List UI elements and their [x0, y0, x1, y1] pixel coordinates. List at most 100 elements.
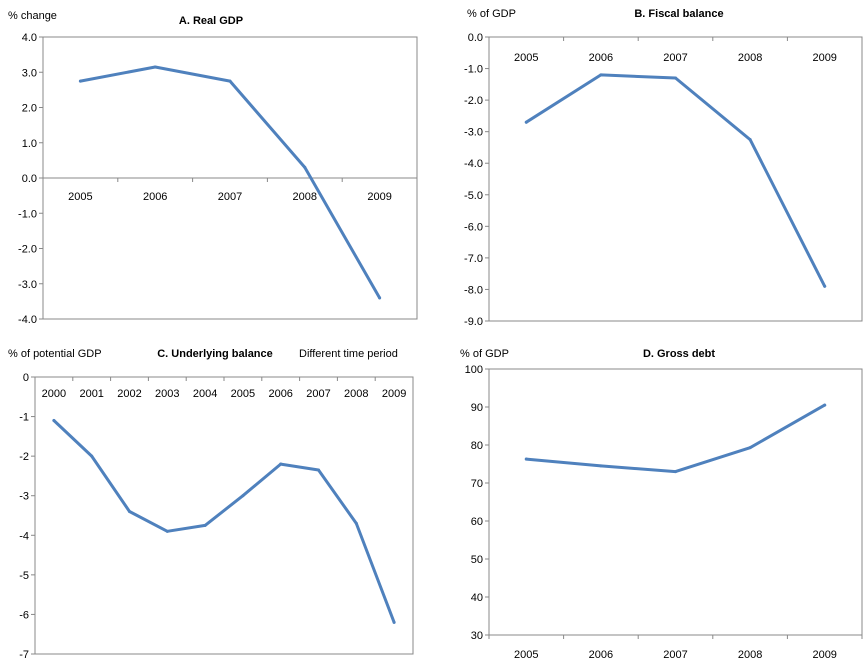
chart-note: Different time period — [299, 348, 398, 360]
data-point — [599, 464, 603, 468]
data-point — [279, 462, 283, 466]
x-tick-label: 2003 — [155, 388, 179, 400]
panel-gross-debt: % of GDP D. Gross debt 100 90 80 70 60 50 40 30… — [460, 348, 863, 661]
data-point — [303, 165, 307, 169]
y-tick-label: 2.0 — [22, 103, 37, 115]
y-unit-label: % of potential GDP — [8, 348, 102, 360]
data-point — [748, 446, 752, 450]
data-point — [674, 76, 677, 80]
data-point — [354, 521, 358, 525]
x-tick-label: 2005 — [231, 388, 255, 400]
series-line — [78, 65, 382, 300]
y-tick-label: 30 — [471, 630, 483, 642]
x-tick-label: 2008 — [738, 649, 762, 661]
y-tick-label: -4.0 — [18, 314, 37, 326]
data-point — [524, 457, 528, 461]
y-tick-label: -8.0 — [464, 284, 483, 296]
data-point — [128, 510, 131, 514]
y-tick-label: -1 — [19, 412, 29, 424]
x-tick-label: 2006 — [143, 191, 167, 203]
y-tick-label: -2.0 — [18, 244, 37, 256]
y-tick-label: -7.0 — [464, 253, 483, 265]
y-tick-label: -3 — [19, 491, 29, 503]
data-point — [203, 523, 207, 527]
y-tick-label: 80 — [471, 440, 483, 452]
data-point — [392, 620, 396, 624]
data-point — [153, 65, 157, 69]
x-tick-label: 2009 — [812, 52, 836, 64]
y-tick-label: 90 — [471, 402, 483, 414]
y-unit-label: % of GDP — [467, 8, 516, 20]
y-tick-label: -9.0 — [464, 316, 483, 328]
y-tick-label: 4.0 — [22, 32, 37, 44]
x-tick-label: 2002 — [117, 388, 141, 400]
data-point — [524, 120, 528, 124]
x-tick-label: 2008 — [344, 388, 368, 400]
y-tick-label: 0.0 — [468, 32, 483, 44]
plot-frame — [488, 368, 863, 636]
y-tick-label: -4 — [19, 530, 29, 542]
x-tick-label: 2007 — [663, 649, 687, 661]
x-tick-label: 2007 — [218, 191, 242, 203]
data-point — [823, 403, 827, 407]
y-tick-label: 0 — [23, 372, 29, 384]
series-line — [52, 419, 396, 624]
x-tick-label: 2007 — [663, 52, 687, 64]
x-tick-label: 2009 — [367, 191, 391, 203]
chart-title: C. Underlying balance — [157, 348, 273, 360]
data-point — [317, 468, 320, 472]
y-tick-label: 50 — [471, 554, 483, 566]
x-tick-label: 2006 — [589, 649, 613, 661]
x-tick-label: 2009 — [812, 649, 836, 661]
data-point — [599, 73, 603, 77]
y-tick-label: -4.0 — [464, 158, 483, 170]
y-tick-label: -2.0 — [464, 95, 483, 107]
data-point — [165, 529, 169, 533]
y-tick-label: -1.0 — [18, 208, 37, 220]
y-tick-label: 1.0 — [22, 138, 37, 150]
chart-title: A. Real GDP — [179, 15, 243, 27]
y-tick-label: -6.0 — [464, 221, 483, 233]
panel-underlying-balance: % of potential GDP C. Underlying balance… — [8, 348, 414, 661]
chart-title: D. Gross debt — [643, 348, 715, 360]
x-tick-label: 2004 — [193, 388, 217, 400]
y-unit-label: % change — [8, 10, 57, 22]
data-point — [52, 419, 56, 423]
panel-real-gdp: % change A. Real GDP 4.0 3.0 2.0 1.0 0.0 -1.0… — [8, 10, 418, 326]
x-tick-label: 2006 — [589, 52, 613, 64]
series-line — [524, 403, 827, 474]
y-tick-label: 40 — [471, 592, 483, 604]
data-point — [674, 470, 677, 474]
plot-frame — [34, 376, 414, 655]
data-point — [241, 494, 245, 498]
data-point — [90, 454, 94, 458]
y-tick-label: 70 — [471, 478, 483, 490]
x-tick-label: 2001 — [79, 388, 103, 400]
x-tick-label: 2007 — [306, 388, 330, 400]
x-tick-label: 2008 — [293, 191, 317, 203]
y-tick-label: -5 — [19, 570, 29, 582]
data-point — [823, 284, 827, 288]
panel-fiscal-balance: % of GDP B. Fiscal balance 0.0 -1.0 -2.0 -3… — [464, 8, 863, 328]
y-tick-label: 60 — [471, 516, 483, 528]
x-tick-label: 2008 — [738, 52, 762, 64]
chart-title: B. Fiscal balance — [634, 8, 723, 20]
data-point — [378, 296, 382, 300]
y-unit-label: % of GDP — [460, 348, 509, 360]
x-tick-label: 2009 — [382, 388, 406, 400]
y-tick-label: -3.0 — [464, 127, 483, 139]
y-tick-label: -2 — [19, 451, 29, 463]
y-tick-label: 3.0 — [22, 67, 37, 79]
y-tick-label: -1.0 — [464, 64, 483, 76]
x-tick-label: 2006 — [268, 388, 292, 400]
series-line — [524, 73, 827, 288]
x-tick-label: 2005 — [68, 191, 92, 203]
data-point — [78, 79, 82, 83]
y-tick-label: -7 — [19, 649, 29, 661]
y-tick-label: 100 — [465, 364, 483, 376]
y-tick-label: -3.0 — [18, 279, 37, 291]
y-tick-label: 0.0 — [22, 173, 37, 185]
x-tick-label: 2005 — [514, 649, 538, 661]
y-tick-label: -5.0 — [464, 190, 483, 202]
